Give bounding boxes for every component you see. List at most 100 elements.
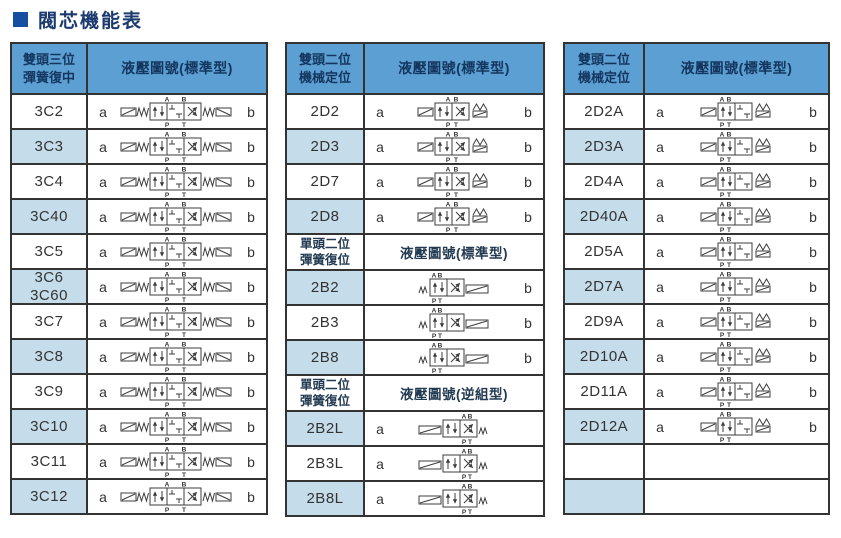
svg-text:A: A <box>719 376 724 383</box>
valve-symbol-3pos-icon: A B P T <box>118 446 236 478</box>
side-a-label: a <box>656 243 664 260</box>
svg-text:B: B <box>182 131 187 138</box>
diagram-cell <box>645 480 828 513</box>
svg-text:B: B <box>454 166 459 173</box>
svg-text:B: B <box>182 481 187 488</box>
svg-text:T: T <box>438 333 442 339</box>
svg-text:A: A <box>462 448 467 455</box>
svg-text:B: B <box>454 96 459 103</box>
spool-code-cell: 2B3 <box>287 306 365 339</box>
side-b-label: b <box>247 173 255 190</box>
svg-text:B: B <box>726 271 731 278</box>
spool-code-cell: 3C2 <box>12 95 88 128</box>
side-b-label: b <box>247 383 255 400</box>
side-b-label: b <box>247 488 255 505</box>
svg-text:B: B <box>438 342 443 349</box>
spool-code-cell: 2D2A <box>565 95 645 128</box>
side-b-label: b <box>524 173 532 190</box>
side-a-label: a <box>99 418 107 435</box>
side-a-label: a <box>99 383 107 400</box>
table-row: 3C11 a A B P T b <box>12 443 266 478</box>
svg-text:P: P <box>165 402 170 408</box>
side-a-label: a <box>656 418 664 435</box>
valve-symbol-3pos-icon: A B P T <box>118 306 236 338</box>
svg-text:B: B <box>182 446 187 453</box>
side-b-label: b <box>809 138 817 155</box>
side-b-label: b <box>809 173 817 190</box>
svg-text:T: T <box>727 402 731 408</box>
svg-text:B: B <box>438 307 443 314</box>
spool-code-cell: 3C4 <box>12 165 88 198</box>
section-col1: 單頭二位 彈簧復位 <box>287 235 365 269</box>
svg-text:T: T <box>727 192 731 198</box>
svg-text:T: T <box>454 157 458 163</box>
side-b-label: b <box>247 208 255 225</box>
side-a-label: a <box>376 455 384 472</box>
spool-code-cell: 2B2 <box>287 271 365 304</box>
side-a-label: a <box>376 490 384 507</box>
svg-text:P: P <box>165 437 170 443</box>
svg-text:A: A <box>165 306 170 313</box>
side-b-label: b <box>247 348 255 365</box>
side-b-label: b <box>809 208 817 225</box>
side-b-label: b <box>809 418 817 435</box>
spool-code-cell: 2D10A <box>565 340 645 373</box>
header-col1: 雙頭二位 機械定位 <box>565 44 645 93</box>
spool-code-cell: 2D7A <box>565 270 645 303</box>
svg-text:T: T <box>438 298 442 304</box>
spool-code-cell <box>565 445 645 478</box>
svg-text:B: B <box>182 271 187 278</box>
side-b-label: b <box>524 138 532 155</box>
side-a-label: a <box>99 208 107 225</box>
svg-text:B: B <box>182 236 187 243</box>
table-row: 3C10 a A B P T b <box>12 408 266 443</box>
section-col2-label: 液壓圖號(逆組型) <box>400 387 508 402</box>
svg-text:P: P <box>165 367 170 373</box>
header-col2: 液壓圖號(標準型) <box>645 44 828 93</box>
svg-text:A: A <box>165 481 170 488</box>
svg-text:B: B <box>468 413 473 420</box>
section-header-row: 單頭二位 彈簧復位 液壓圖號(逆組型) <box>287 374 543 410</box>
svg-text:P: P <box>446 157 451 163</box>
svg-text:P: P <box>462 439 467 445</box>
table-row: 3C6 3C60 a A B P T b <box>12 268 266 304</box>
spool-code-cell: 3C7 <box>12 305 88 338</box>
svg-text:A: A <box>719 131 724 138</box>
side-a-label: a <box>656 348 664 365</box>
valve-symbol-3pos-icon: A B P T <box>118 236 236 268</box>
svg-text:A: A <box>719 236 724 243</box>
table-header: 雙頭二位 機械定位 液壓圖號(標準型) <box>565 44 828 93</box>
svg-text:A: A <box>165 341 170 348</box>
side-b-label: b <box>809 348 817 365</box>
svg-text:B: B <box>454 131 459 138</box>
svg-text:A: A <box>165 271 170 278</box>
svg-text:A: A <box>446 96 451 103</box>
